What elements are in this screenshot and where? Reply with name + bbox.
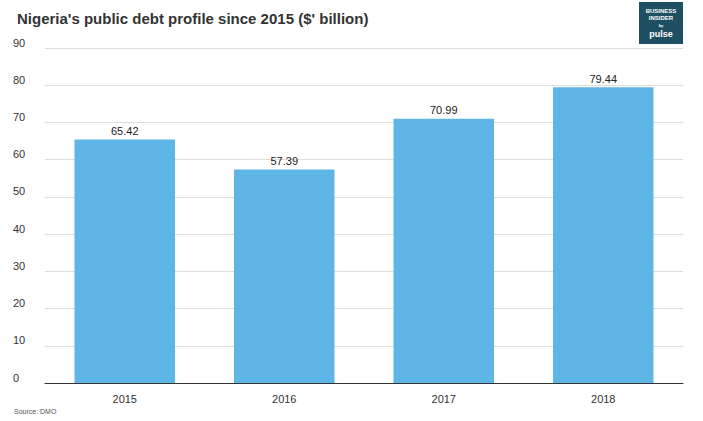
svg-text:pulse: pulse — [649, 29, 673, 39]
svg-text:2016: 2016 — [272, 393, 296, 405]
svg-text:Source: DMO: Source: DMO — [14, 408, 57, 415]
svg-text:90: 90 — [13, 37, 25, 49]
svg-text:30: 30 — [13, 260, 25, 272]
svg-text:2017: 2017 — [432, 393, 456, 405]
svg-text:79.44: 79.44 — [589, 73, 617, 85]
svg-text:20: 20 — [13, 297, 25, 309]
svg-text:70: 70 — [13, 111, 25, 123]
svg-text:0: 0 — [13, 372, 19, 384]
svg-text:80: 80 — [13, 74, 25, 86]
svg-text:10: 10 — [13, 334, 25, 346]
svg-text:60: 60 — [13, 148, 25, 160]
svg-text:70.99: 70.99 — [430, 104, 458, 116]
svg-text:BUSINESS: BUSINESS — [646, 8, 677, 14]
svg-text:2018: 2018 — [591, 393, 615, 405]
svg-text:2015: 2015 — [113, 393, 137, 405]
svg-text:INSIDER: INSIDER — [649, 15, 674, 21]
svg-text:by: by — [659, 23, 664, 28]
svg-text:50: 50 — [13, 185, 25, 197]
svg-text:40: 40 — [13, 223, 25, 235]
svg-text:65.42: 65.42 — [111, 125, 139, 137]
svg-text:57.39: 57.39 — [270, 155, 298, 167]
svg-text:Nigeria's public debt profile: Nigeria's public debt profile since 2015… — [17, 10, 368, 27]
